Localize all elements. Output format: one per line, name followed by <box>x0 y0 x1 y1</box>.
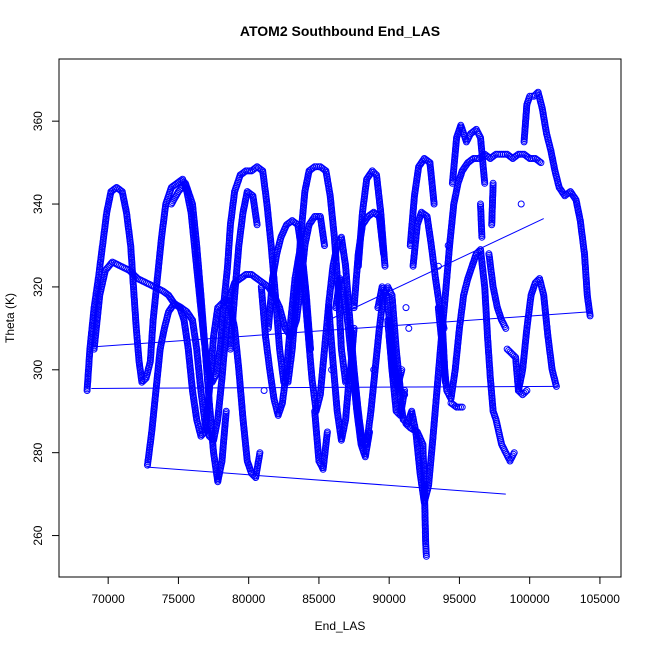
data-point <box>256 449 264 457</box>
data-point <box>380 250 388 258</box>
series-3 <box>167 179 409 486</box>
data-point <box>537 159 545 167</box>
data-point <box>468 156 476 163</box>
data-point <box>253 221 261 229</box>
series-5 <box>517 88 594 320</box>
data-point <box>359 440 366 448</box>
data-point <box>529 155 537 162</box>
data-point <box>381 262 389 270</box>
data-point <box>405 324 413 332</box>
data-point <box>528 155 535 162</box>
data-point <box>241 168 248 176</box>
data-point <box>328 366 336 374</box>
data-point <box>128 269 136 277</box>
data-point <box>502 324 510 332</box>
data-point <box>399 389 407 397</box>
marks-layer <box>83 88 594 560</box>
data-point <box>241 272 248 279</box>
data-point <box>222 407 230 415</box>
data-point <box>517 200 525 208</box>
data-point <box>125 266 133 274</box>
series-4 <box>434 246 560 465</box>
data-point <box>313 163 321 171</box>
data-point <box>244 167 252 175</box>
data-point <box>491 151 498 159</box>
data-point <box>513 151 521 159</box>
data-point <box>309 164 317 172</box>
data-point <box>401 391 409 399</box>
data-point <box>524 153 532 161</box>
data-point <box>536 158 543 166</box>
data-point <box>510 449 518 457</box>
data-point <box>321 242 328 249</box>
data-point <box>130 271 138 279</box>
data-point <box>516 150 524 158</box>
data-point <box>244 271 252 278</box>
data-point <box>127 268 134 275</box>
data-point <box>430 200 438 208</box>
data-point <box>463 160 471 168</box>
data-point <box>499 150 507 158</box>
data-point <box>471 155 479 162</box>
chart-title: ATOM2 Southbound End_LAS <box>240 23 440 39</box>
data-point <box>402 304 410 312</box>
data-point <box>481 179 489 187</box>
data-point <box>323 428 331 436</box>
data-point <box>129 270 137 278</box>
